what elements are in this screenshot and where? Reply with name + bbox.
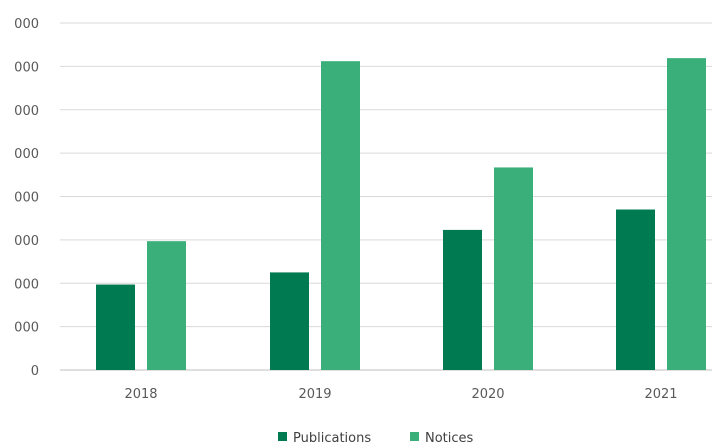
- bar-notices-2019: [321, 61, 360, 371]
- y-tick-label: 000: [14, 277, 39, 292]
- legend-label-notices: Notices: [425, 431, 474, 445]
- legend: Publications Notices: [278, 431, 474, 445]
- legend-swatch-notices: [410, 432, 419, 441]
- y-tick-label: 000: [14, 147, 39, 162]
- y-tick-label: 000: [14, 17, 39, 32]
- y-tick-label: 000: [14, 321, 39, 336]
- x-tick-label: 2021: [644, 387, 677, 402]
- bar-publications-2021: [616, 209, 655, 370]
- bar-publications-2019: [270, 272, 309, 370]
- legend-swatch-publications: [278, 432, 287, 441]
- x-axis-ticks: 2018 2019 2020 2021: [124, 387, 677, 402]
- y-tick-label: 000: [14, 60, 39, 75]
- bar-publications-2020: [443, 229, 482, 370]
- bar-publications-2018: [96, 284, 135, 370]
- bars: [96, 58, 706, 371]
- x-tick-label: 2018: [124, 387, 157, 402]
- y-tick-label: 0: [31, 364, 39, 379]
- y-tick-label: 000: [14, 234, 39, 249]
- x-tick-label: 2019: [298, 387, 331, 402]
- bar-notices-2021: [667, 58, 706, 370]
- legend-label-publications: Publications: [293, 431, 371, 445]
- x-tick-label: 2020: [471, 387, 504, 402]
- y-tick-label: 000: [14, 191, 39, 206]
- bar-notices-2018: [147, 241, 186, 370]
- bar-notices-2020: [494, 167, 533, 370]
- y-tick-label: 000: [14, 104, 39, 119]
